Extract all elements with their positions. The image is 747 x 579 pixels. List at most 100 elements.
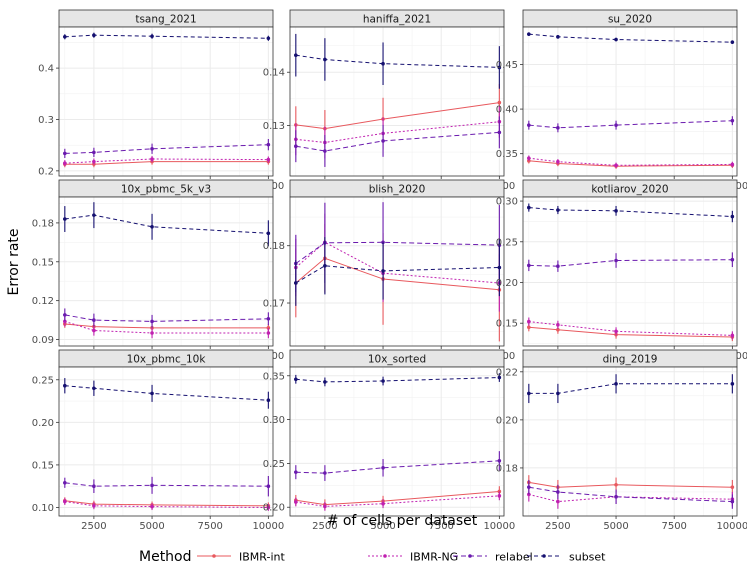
data-point (92, 328, 96, 333)
panel-tsang-2021: tsang_2021250050007500100000.20.30.4 (38, 9, 284, 192)
series-line (528, 120, 733, 129)
panel-border (58, 26, 274, 177)
data-point (266, 157, 271, 162)
panel-haniffa-2021: haniffa_2021250050007500100000.130.14 (263, 9, 515, 192)
series-line (295, 241, 500, 264)
plot-area (59, 197, 273, 346)
y-tick-label: 0.2 (38, 166, 54, 177)
data-point (92, 213, 96, 217)
data-point (150, 331, 154, 335)
series-line (64, 501, 269, 508)
legend-key-point (212, 554, 216, 558)
data-point (150, 391, 154, 396)
series-line (295, 257, 500, 291)
series-line (64, 500, 269, 507)
series-line (64, 158, 269, 164)
series-subset (63, 32, 271, 41)
data-point (614, 494, 618, 499)
x-tick-label: 5000 (603, 521, 628, 532)
data-point (266, 142, 271, 147)
series-ibmr-ng (527, 317, 735, 340)
plot-area (59, 367, 273, 516)
y-tick-label: 0.18 (32, 218, 54, 229)
x-axis-title: # of cells per dataset (327, 513, 478, 529)
data-point (150, 319, 154, 324)
data-point (266, 331, 271, 335)
data-point (150, 483, 154, 488)
y-tick-label: 0.18 (263, 241, 285, 252)
x-tick-label: 7500 (661, 521, 686, 532)
data-point (497, 265, 502, 270)
data-point (323, 57, 327, 62)
data-point (556, 323, 560, 327)
data-point (381, 379, 385, 383)
data-point (556, 499, 560, 504)
data-point (381, 269, 385, 273)
legend: Method IBMR-int IBMR-NG relabel subset (139, 549, 606, 565)
panel-border (289, 26, 505, 177)
x-tick-label: 5000 (370, 521, 395, 532)
series-line (295, 491, 500, 506)
data-point (63, 480, 67, 485)
series-line (528, 33, 733, 43)
data-point (381, 501, 385, 506)
series-line (528, 259, 733, 267)
legend-entry-ibmr-ng: IBMR-NG (368, 551, 458, 564)
data-point (614, 382, 618, 386)
series-line (528, 207, 733, 217)
series-line (528, 486, 733, 503)
panel-title: kotliarov_2020 (591, 184, 668, 196)
legend-key-point (383, 554, 387, 558)
plot-area (523, 197, 737, 346)
data-point (497, 65, 502, 70)
data-point (614, 123, 618, 127)
data-point (266, 36, 271, 41)
data-point (63, 313, 67, 317)
data-point (556, 490, 560, 494)
y-tick-label: 0.17 (263, 299, 285, 310)
series-line (528, 383, 733, 394)
data-point (323, 380, 327, 384)
y-tick-label: 0.20 (496, 278, 518, 289)
data-point (730, 499, 735, 504)
y-tick-label: 0.25 (496, 237, 518, 248)
y-tick-label: 0.15 (496, 319, 518, 330)
data-point (497, 458, 502, 463)
data-point (730, 257, 735, 262)
data-point (266, 505, 271, 510)
legend-key-point (542, 554, 546, 558)
data-point (730, 162, 735, 167)
data-point (614, 329, 618, 334)
x-tick-label: 7500 (197, 521, 222, 532)
panel-blish-2020: blish_2020250050007500100000.170.18 (263, 179, 515, 362)
data-point (556, 327, 560, 332)
series-line (64, 144, 269, 154)
panel-title: 10x_sorted (368, 354, 426, 366)
panel-10x-pbmc-5k-v3: 10x_pbmc_5k_v3250050007500100000.090.120… (32, 179, 284, 362)
panel-10x-pbmc-10k: 10x_pbmc_10k 2500 5000 7500 10000 0.10 0.15 0.2… (32, 349, 284, 532)
data-point (556, 35, 560, 39)
data-point (556, 391, 560, 396)
data-point (527, 319, 531, 324)
panel-border (289, 366, 505, 517)
series-line (295, 377, 500, 383)
legend-entry-subset: subset (527, 551, 606, 564)
x-tick-label: 5000 (139, 521, 164, 532)
data-point (63, 161, 67, 165)
data-point (63, 319, 67, 324)
legend-entry-relabel: relabel (453, 551, 533, 564)
series-line (64, 323, 269, 329)
series-line (295, 495, 500, 507)
data-point (730, 40, 735, 44)
data-point (556, 208, 560, 212)
data-point (614, 258, 618, 263)
data-point (556, 264, 560, 269)
data-point (730, 118, 735, 123)
series-line (295, 54, 500, 68)
data-point (614, 163, 618, 168)
y-tick-label: 0.3 (38, 115, 54, 126)
panel-su-2020: su_2020250050007500100000.350.400.45 (496, 9, 747, 192)
data-point (323, 504, 327, 509)
data-point (266, 398, 271, 403)
